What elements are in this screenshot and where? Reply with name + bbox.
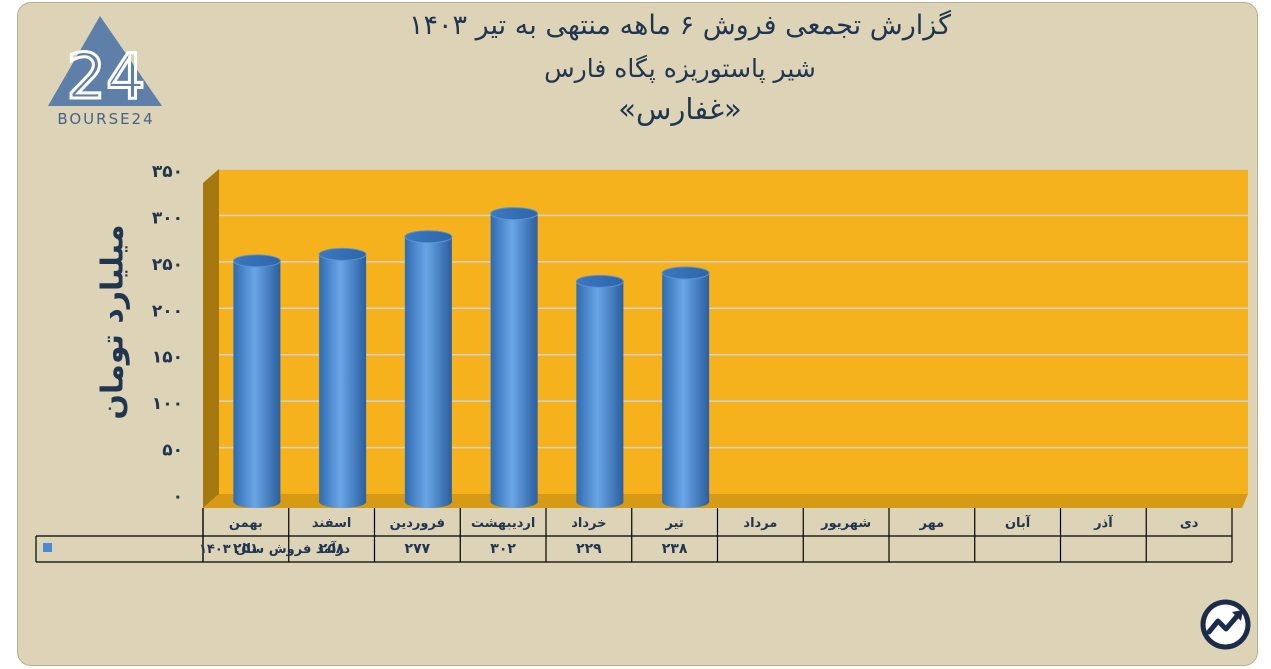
bar-body bbox=[319, 254, 367, 508]
logo-mark: 24 bbox=[67, 40, 146, 113]
y-tick-label: ۱۵۰ bbox=[152, 348, 183, 368]
x-tick-label: اردیبهشت bbox=[471, 516, 535, 531]
y-tick-label: ۲۵۰ bbox=[152, 255, 183, 275]
data-label: ۳۰۲ bbox=[490, 541, 516, 557]
y-tick-label: ۲۰۰ bbox=[152, 301, 183, 321]
bourse24-logo-icon: 24 bbox=[48, 16, 162, 115]
x-tick-label: آبان bbox=[1005, 514, 1031, 531]
x-tick-label: دی bbox=[1180, 516, 1199, 531]
x-tick-label: مرداد bbox=[743, 516, 777, 531]
bar-top bbox=[318, 247, 367, 261]
bar-body bbox=[490, 213, 538, 509]
bar-top bbox=[232, 254, 281, 268]
bar-top bbox=[404, 230, 453, 244]
x-tick-label: فروردین bbox=[390, 516, 445, 531]
x-tick-label: تیر bbox=[664, 516, 683, 531]
bar-top bbox=[490, 207, 539, 221]
logo-text: BOURSE24 bbox=[57, 110, 155, 128]
bar bbox=[575, 274, 624, 509]
y-tick-label: ۰ bbox=[173, 487, 183, 507]
bar-body bbox=[404, 236, 452, 509]
y-tick-label: ۳۰۰ bbox=[152, 208, 183, 228]
legend-label: درآمد فروش سال ۱۴۰۳ bbox=[199, 540, 350, 557]
x-tick-label: اسفند bbox=[312, 516, 351, 531]
plot-area bbox=[219, 169, 1248, 494]
bar-top bbox=[661, 266, 710, 280]
chart-subtitle: شیر پاستوریزه پگاه فارس bbox=[544, 54, 816, 83]
plot-side-wall bbox=[203, 169, 219, 508]
bar bbox=[661, 266, 710, 509]
bar-body bbox=[233, 260, 281, 509]
x-tick-label: شهریور bbox=[820, 516, 871, 531]
bar bbox=[404, 230, 453, 509]
data-label: ۲۵۸ bbox=[319, 541, 345, 557]
y-tick-label: ۱۰۰ bbox=[152, 394, 183, 414]
bar bbox=[318, 247, 367, 508]
bar bbox=[232, 254, 281, 509]
bar-top bbox=[575, 274, 624, 288]
y-tick-label: ۵۰ bbox=[162, 441, 183, 461]
data-label: ۲۵۱ bbox=[233, 541, 259, 557]
bar bbox=[490, 207, 539, 509]
legend-swatch bbox=[43, 543, 52, 552]
bar-body bbox=[576, 281, 624, 509]
chart-title: گزارش تجمعی فروش ۶ ماهه منتهی به تیر ۱۴۰… bbox=[409, 10, 951, 41]
data-label: ۲۷۷ bbox=[405, 541, 431, 557]
ticker-symbol: «غفارس» bbox=[618, 92, 742, 126]
trend-up-arrow-icon bbox=[1200, 599, 1251, 650]
x-tick-label: مهر bbox=[919, 516, 945, 531]
plot-floor bbox=[203, 494, 1248, 508]
bar-body bbox=[662, 273, 710, 509]
x-tick-label: آذر bbox=[1093, 514, 1113, 531]
x-tick-label: بهمن bbox=[229, 516, 263, 531]
x-tick-label: خرداد bbox=[571, 516, 606, 531]
data-label: ۲۳۸ bbox=[662, 541, 688, 557]
data-label: ۲۲۹ bbox=[576, 541, 602, 557]
y-tick-label: ۳۵۰ bbox=[152, 162, 183, 182]
